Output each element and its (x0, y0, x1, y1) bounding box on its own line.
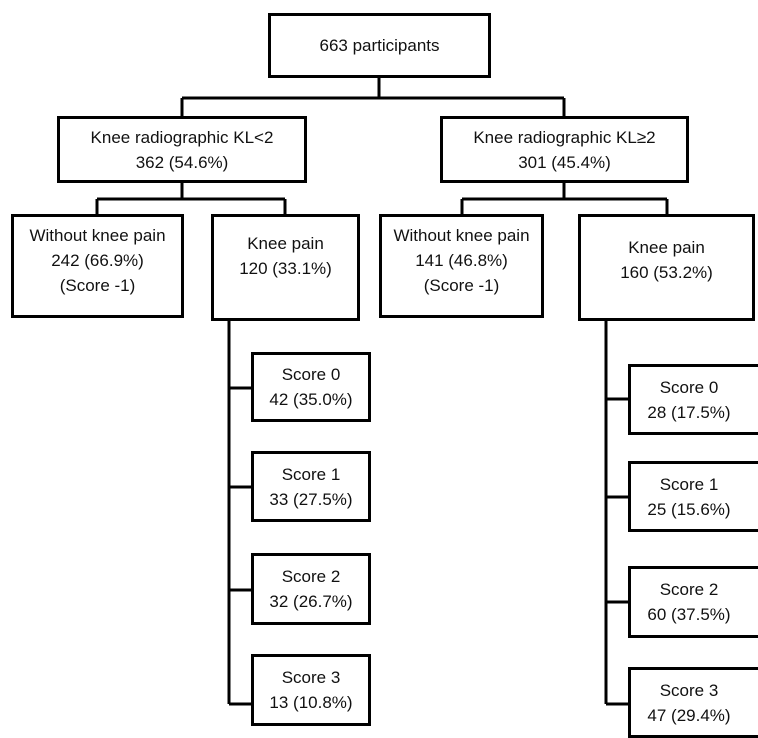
lt2-score-3-count: 13 (10.8%) (269, 693, 353, 712)
kl-ge2-label: Knee radiographic KL≥2 (473, 127, 656, 147)
ge2-no-pain-node: Without knee pain 141 (46.8%) (Score -1) (379, 214, 544, 318)
lt2-score-2-count: 32 (26.7%) (269, 592, 353, 611)
ge2-score-1-count: 25 (15.6%) (647, 499, 731, 519)
ge2-score-0-label: Score 0 (659, 377, 719, 397)
lt2-no-pain-count: 242 (66.9%) (51, 251, 144, 270)
lt2-score-3-label: Score 3 (281, 668, 341, 687)
ge2-no-pain-score: (Score -1) (423, 276, 500, 295)
ge2-score-2-node: Score 2 60 (37.5%) (628, 566, 758, 638)
lt2-no-pain-node: Without knee pain 242 (66.9%) (Score -1) (11, 214, 184, 318)
ge2-no-pain-count: 141 (46.8%) (415, 251, 508, 270)
kl-lt2-node: Knee radiographic KL<2 362 (54.6%) (57, 116, 307, 183)
lt2-score-1-node: Score 1 33 (27.5%) (251, 451, 371, 522)
lt2-score-0-node: Score 0 42 (35.0%) (251, 352, 371, 422)
ge2-score-3-node: Score 3 47 (29.4%) (628, 667, 758, 738)
ge2-score-3-label: Score 3 (659, 680, 719, 700)
kl-lt2-label: Knee radiographic KL<2 (90, 127, 274, 147)
lt2-score-0-count: 42 (35.0%) (269, 390, 353, 409)
lt2-score-0-label: Score 0 (281, 365, 341, 384)
ge2-no-pain-label: Without knee pain (393, 226, 530, 245)
kl-lt2-count: 362 (54.6%) (135, 152, 229, 172)
root-label: 663 participants (319, 36, 440, 55)
lt2-score-1-label: Score 1 (281, 464, 341, 484)
ge2-pain-count: 160 (53.2%) (620, 263, 713, 282)
ge2-score-0-count: 28 (17.5%) (647, 402, 731, 422)
lt2-score-1-count: 33 (27.5%) (269, 489, 353, 509)
connector-lines (95, 77, 669, 706)
kl-ge2-count: 301 (45.4%) (518, 152, 611, 172)
root-node: 663 participants (268, 13, 491, 78)
kl-ge2-node: Knee radiographic KL≥2 301 (45.4%) (440, 116, 689, 183)
ge2-score-3-count: 47 (29.4%) (647, 705, 731, 725)
ge2-score-1-node: Score 1 25 (15.6%) (628, 461, 758, 532)
ge2-score-1-label: Score 1 (659, 474, 719, 494)
lt2-pain-label: Knee pain (247, 234, 324, 253)
ge2-pain-label: Knee pain (628, 238, 705, 257)
lt2-score-3-node: Score 3 13 (10.8%) (251, 654, 371, 726)
ge2-score-2-count: 60 (37.5%) (647, 605, 731, 624)
ge2-score-2-label: Score 2 (659, 580, 719, 599)
ge2-score-0-node: Score 0 28 (17.5%) (628, 364, 758, 435)
lt2-no-pain-label: Without knee pain (29, 226, 166, 245)
lt2-score-2-node: Score 2 32 (26.7%) (251, 553, 371, 625)
lt2-pain-count: 120 (33.1%) (239, 259, 332, 278)
lt2-score-2-label: Score 2 (281, 567, 341, 586)
lt2-no-pain-score: (Score -1) (59, 276, 136, 295)
lt2-pain-node: Knee pain 120 (33.1%) (211, 214, 360, 321)
ge2-pain-node: Knee pain 160 (53.2%) (578, 214, 755, 321)
